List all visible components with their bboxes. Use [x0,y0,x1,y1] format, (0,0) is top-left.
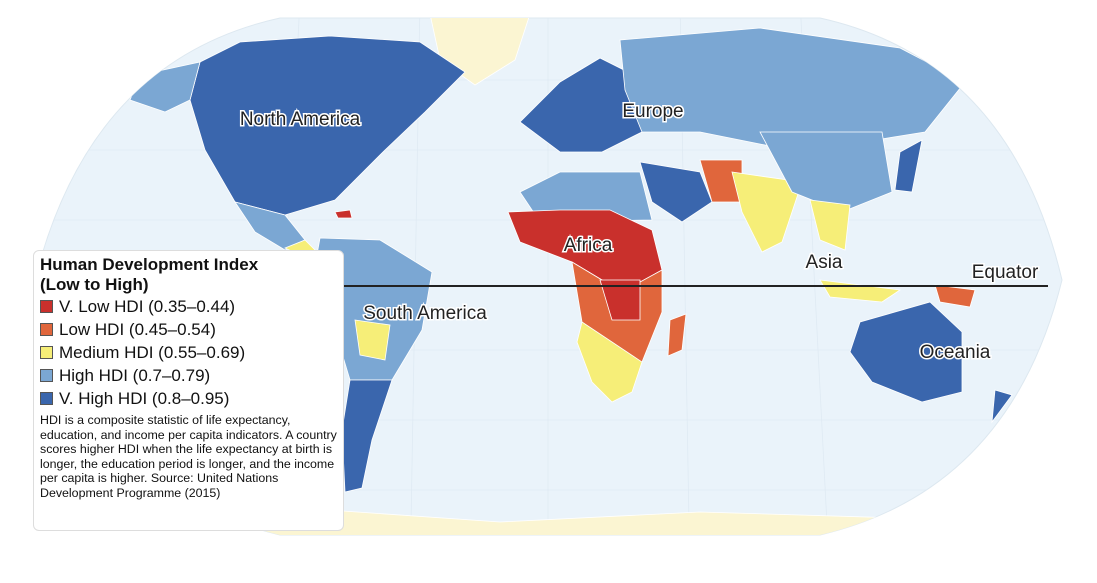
china [759,131,893,213]
new-zealand [991,389,1013,424]
legend-label: Medium HDI (0.55–0.69) [59,343,246,362]
continent-label: North America [240,109,361,130]
continent-label: Asia [806,252,843,273]
legend-swatch [40,346,53,359]
haiti [334,209,353,219]
legend-subtitle: (Low to High) [40,275,149,294]
legend-swatch [40,392,53,405]
legend-label: High HDI (0.7–0.79) [59,366,211,385]
papua-new-guinea [934,284,976,308]
southern-africa [576,321,643,403]
usa-canada [189,35,466,216]
legend-item: V. Low HDI (0.35–0.44) [40,295,337,318]
continent-label: Oceania [920,342,991,363]
legend-label: V. High HDI (0.8–0.95) [59,389,230,408]
madagascar [667,313,687,357]
middle-east [639,161,713,223]
legend-note: HDI is a composite statistic of life exp… [40,413,337,500]
legend-swatch [40,323,53,336]
legend-label: Low HDI (0.45–0.54) [59,320,216,339]
continent-label: Europe [622,101,683,122]
drc [599,279,641,321]
australia [849,301,963,403]
legend-items: V. Low HDI (0.35–0.44) Low HDI (0.45–0.54… [40,295,337,410]
equator-label: Equator [972,262,1039,283]
legend-item: Medium HDI (0.55–0.69) [40,341,337,364]
japan [894,139,923,193]
continent-label: Africa [564,235,613,256]
legend-title: Human Development Index [40,255,259,274]
continent-label: South America [363,303,487,324]
legend: Human Development Index (Low to High) V.… [33,250,344,531]
legend-item: High HDI (0.7–0.79) [40,364,337,387]
legend-item: V. High HDI (0.8–0.95) [40,387,337,410]
legend-swatch [40,369,53,382]
legend-item: Low HDI (0.45–0.54) [40,318,337,341]
legend-swatch [40,300,53,313]
bolivia [354,319,391,361]
legend-label: V. Low HDI (0.35–0.44) [59,297,236,316]
southeast-asia [809,199,851,251]
